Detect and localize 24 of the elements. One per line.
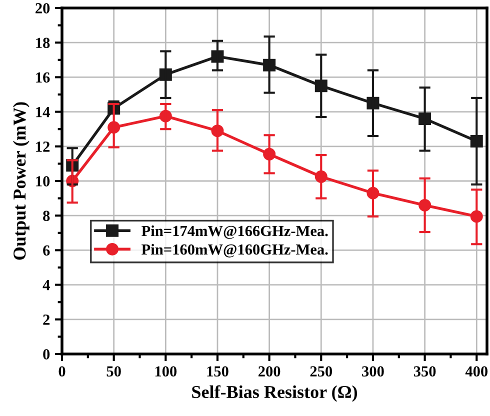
y-tick-label: 16 [36,72,50,83]
x-tick-label: 400 [465,366,488,377]
y-tick-label: 10 [36,176,50,186]
y-axis-title: Output Power (mW) [12,102,30,260]
x-tick-label: 250 [310,366,332,377]
y-tick-label: 20 [36,3,50,14]
y-tick-label: 2 [43,314,50,325]
x-axis-title: Self-Bias Resistor (Ω) [192,385,357,402]
x-tick-label: 300 [362,366,384,377]
y-tick-label: 0 [43,349,50,360]
legend-label: Pin=174mW@166GHz-Mea. [142,225,328,239]
y-tick-label: 14 [36,107,50,118]
x-tick-label: 0 [58,366,66,377]
legend-label: Pin=160mW@160GHz-Mea. [142,244,328,258]
x-tick-label: 50 [106,366,121,377]
x-tick-label: 150 [207,366,228,377]
x-tick-label: 350 [414,366,436,377]
y-tick-label: 8 [43,210,50,222]
y-tick-label: 18 [36,38,50,48]
x-tick-label: 100 [155,366,177,377]
x-tick-label: 200 [258,366,280,377]
y-tick-label: 4 [42,280,50,290]
y-tick-label: 12 [36,142,50,152]
y-tick-label: 6 [43,245,50,256]
